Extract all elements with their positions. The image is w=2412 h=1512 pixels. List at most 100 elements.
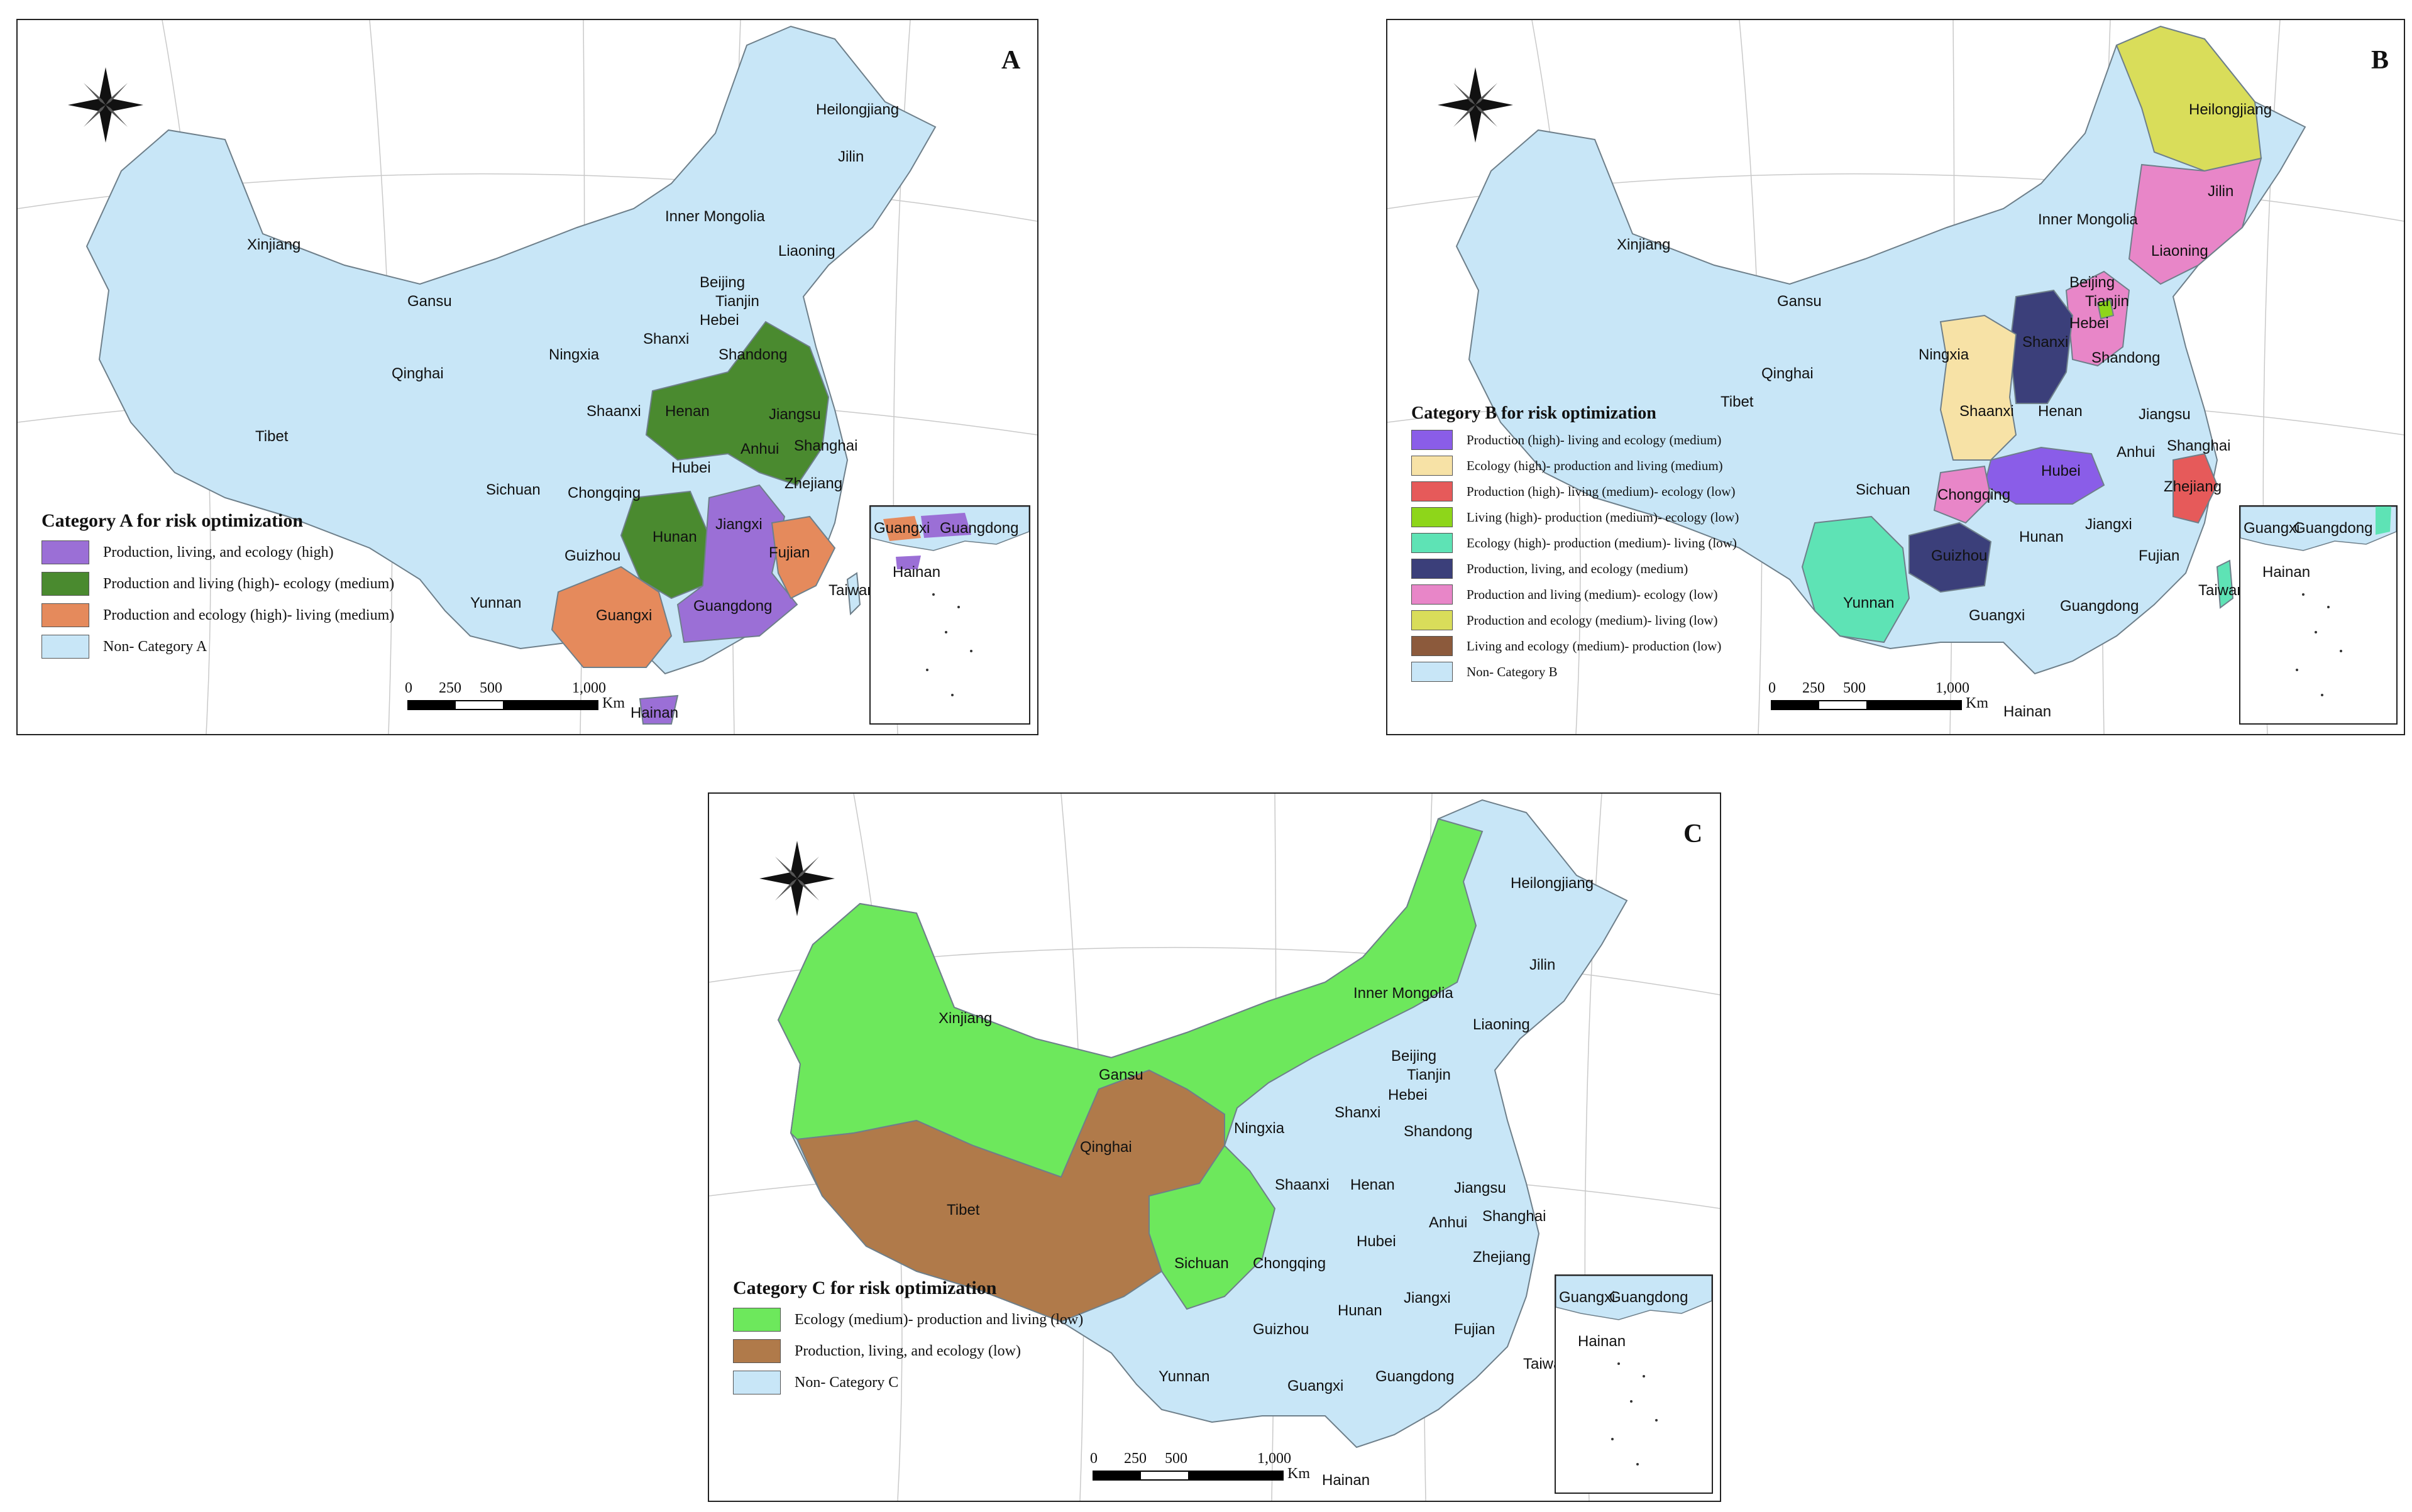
legend-label: Living (high)- production (medium)- ecol… [1467,509,1739,525]
scale-tick: 500 [1843,680,1866,696]
label-yunnan: Yunnan [1843,594,1894,611]
label-henan: Henan [665,403,710,420]
legend-item: Non- Category B [1411,662,1739,682]
legend-item: Production and ecology (high)- living (m… [41,603,394,627]
region-hebei [2065,270,2130,367]
label-taiwan: Taiwan [2198,582,2245,599]
inset-label-guangdong: Guangdong [940,520,1018,537]
inset-label-guangxi: Guangxi [874,520,930,537]
label-heilongjiang: Heilongjiang [1511,875,1594,892]
south-china-sea-inset-c: Guangxi Guangdong Hainan [1555,1274,1713,1494]
label-anhui: Anhui [741,441,779,457]
label-fujian: Fujian [769,544,810,561]
label-sichuan: Sichuan [1174,1255,1229,1272]
label-tibet: Tibet [947,1202,980,1219]
north-arrow-icon [68,67,143,143]
region-tianjin [2096,299,2115,320]
legend-swatch [1411,456,1453,476]
legend-swatch [41,635,89,659]
north-arrow-icon [1438,67,1513,143]
legend-swatch [41,603,89,627]
region-green-north [645,320,830,486]
scale-tick: 500 [1165,1450,1187,1467]
legend-item: Production (high)- living and ecology (m… [1411,430,1739,450]
legend-label: Production, living, and ecology (low) [795,1342,1021,1359]
region-yunnan [1801,515,1910,644]
region-brown-tibet-qinghai [796,1069,1225,1323]
legend-label: Non- Category B [1467,664,1558,679]
scale-bar-graphic [1093,1471,1284,1481]
label-beijing: Beijing [2069,274,2115,291]
label-beijing: Beijing [700,274,745,291]
label-jiangxi: Jiangxi [2085,516,2132,533]
map-c: Heilongjiang Jilin Inner Mongolia Liaoni… [709,794,1720,1501]
label-gansu: Gansu [407,293,452,310]
legend-label: Production (high)- living and ecology (m… [1467,432,1722,447]
label-heilongjiang: Heilongjiang [816,101,899,118]
region-purple-jiangxi [676,484,798,644]
region-green-hunan [620,490,710,600]
label-shanxi: Shanxi [2022,334,2068,351]
panel-b: Heilongjiang Jilin Inner Mongolia Liaoni… [1386,19,2405,735]
label-guangdong: Guangdong [693,598,772,615]
legend-swatch [733,1339,781,1363]
label-shaanxi: Shaanxi [1275,1176,1330,1193]
label-hainan: Hainan [2003,703,2051,720]
label-shanxi: Shanxi [1335,1104,1380,1121]
panel-c: Heilongjiang Jilin Inner Mongolia Liaoni… [708,792,1721,1502]
label-shanghai: Shanghai [1482,1208,1546,1225]
label-zhejiang: Zhejiang [2164,478,2222,495]
label-gansu: Gansu [1099,1066,1143,1083]
legend-b: Category B for risk optimization Product… [1411,403,1739,688]
label-shandong: Shandong [719,346,787,363]
label-guangxi: Guangxi [596,607,652,624]
label-yunnan: Yunnan [1159,1368,1209,1385]
label-jiangsu: Jiangsu [2139,406,2191,423]
label-guangdong: Guangdong [2060,598,2139,615]
legend-swatch [1411,584,1453,605]
legend-label: Ecology (medium)- production and living … [795,1311,1084,1328]
scale-unit: Km [1287,1465,1310,1482]
legend-item: Production (high)- living (medium)- ecol… [1411,481,1739,501]
label-hebei: Hebei [1388,1087,1428,1104]
legend-item: Non- Category A [41,635,394,659]
label-fujian: Fujian [2139,547,2179,564]
scale-unit: Km [1966,695,1988,711]
region-zhejiang [2172,452,2218,524]
legend-label: Production (high)- living (medium)- ecol… [1467,483,1736,499]
inset-label-guangxi: Guangxi [1559,1289,1615,1306]
legend-swatch [41,540,89,564]
panel-letter-c: C [1683,819,1703,848]
inset-label-hainan: Hainan [2262,564,2310,581]
label-guangxi: Guangxi [1287,1378,1343,1394]
label-hunan: Hunan [1338,1302,1382,1319]
china-landmass [1455,25,2306,675]
scale-tick: 0 [1090,1450,1098,1467]
panel-letter-b: B [2371,46,2389,75]
south-china-sea-inset-b: Guangxi Guangdong Hainan [2239,505,2398,725]
legend-swatch [1411,559,1453,579]
label-tianjin: Tianjin [1407,1066,1451,1083]
legend-item: Living and ecology (medium)- production … [1411,636,1739,656]
label-sichuan: Sichuan [486,481,541,498]
label-zhejiang: Zhejiang [785,475,842,492]
legend-item: Non- Category C [733,1371,1083,1394]
scale-tick: 500 [480,680,502,696]
panel-a: Heilongjiang Jilin Inner Mongolia Liaoni… [16,19,1038,735]
label-hebei: Hebei [2069,315,2109,332]
legend-item: Ecology (high)- production (medium)- liv… [1411,533,1739,553]
label-guizhou: Guizhou [1931,547,1987,564]
label-inner-mongolia: Inner Mongolia [2038,211,2138,228]
label-hubei: Hubei [1357,1233,1396,1250]
legend-item: Production and living (high)- ecology (m… [41,572,394,596]
label-ningxia: Ningxia [1919,346,1969,363]
label-tianjin: Tianjin [715,293,759,310]
region-chongqing [1933,465,1992,524]
region-taiwan [846,572,861,616]
scale-tick: 1,000 [1257,1450,1291,1467]
label-chongqing: Chongqing [1937,486,2010,503]
label-guizhou: Guizhou [564,547,620,564]
legend-c: Category C for risk optimization Ecology… [733,1278,1083,1402]
label-inner-mongolia: Inner Mongolia [1353,985,1453,1002]
label-hunan: Hunan [2019,529,2064,545]
